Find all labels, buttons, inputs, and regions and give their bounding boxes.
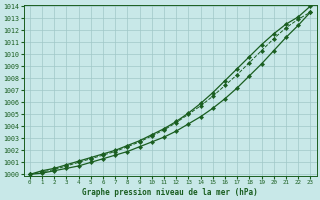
X-axis label: Graphe pression niveau de la mer (hPa): Graphe pression niveau de la mer (hPa) (82, 188, 258, 197)
